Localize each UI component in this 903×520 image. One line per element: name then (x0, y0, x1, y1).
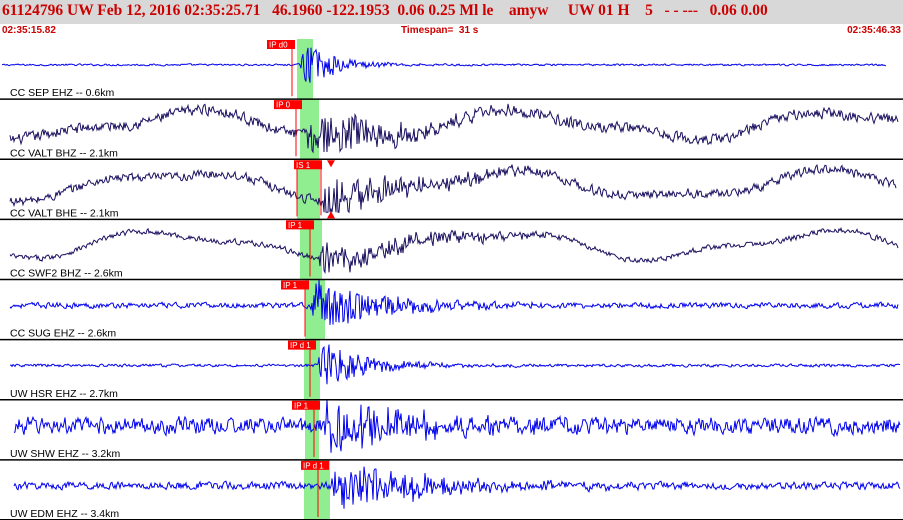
pick-window (300, 99, 319, 160)
pick-tag[interactable]: IS 1 (294, 160, 322, 170)
waveform-trace (13, 399, 901, 453)
station-label: CC VALT BHZ -- 2.1km (10, 147, 118, 159)
timespan-label: Timespan= 31 s (401, 25, 479, 36)
station-label: UW SHW EHZ -- 3.2km (10, 448, 120, 460)
pick-window (305, 399, 319, 460)
pick-tag[interactable]: IP d 1 (301, 460, 329, 471)
pick-window (304, 459, 330, 520)
waveform-trace (9, 164, 897, 214)
pick-tag[interactable]: IP 1 (286, 220, 314, 230)
waveform-trace (13, 466, 901, 509)
waveform-trace (9, 344, 901, 385)
waveform-trace (9, 279, 899, 325)
waveform-trace (9, 103, 899, 154)
station-label: UW EDM EHZ -- 3.4km (10, 508, 119, 520)
pick-label: IP 1 (294, 401, 309, 410)
pick-label: IP 0 (276, 101, 291, 110)
phase-picks[interactable]: IP d0 IP 0 IS 1 IP 1 IP 1 IP d 1 IP 1 IP d 1 (267, 40, 329, 517)
pick-tag[interactable]: IP d0 (267, 40, 295, 50)
pick-windows (297, 39, 330, 520)
start-time: 02:35:15.82 (2, 25, 56, 36)
pick-window (304, 339, 320, 400)
station-label: CC SWF2 BHZ -- 2.6km (10, 268, 123, 280)
waveform-trace (9, 226, 899, 274)
waveforms (1, 47, 901, 509)
pick-tag[interactable]: IP d 1 (288, 340, 316, 351)
pick-tag[interactable]: IP 1 (281, 280, 309, 291)
s-pick-top-triangle[interactable] (327, 160, 335, 168)
pick-window (297, 159, 320, 220)
time-range-bar: 02:35:15.82 Timespan= 31 s 02:35:46.33 (0, 24, 903, 39)
pick-label: IP 1 (288, 221, 303, 230)
waveform-trace (1, 47, 887, 83)
pick-window (297, 39, 313, 100)
s-pick-bottom-triangle[interactable] (327, 211, 335, 219)
s-pick-markers[interactable] (320, 160, 335, 219)
pick-label: IP d 1 (303, 461, 324, 470)
pick-tag[interactable]: IP 0 (274, 100, 302, 110)
pick-label: IS 1 (296, 161, 311, 170)
pick-label: IP d 1 (290, 341, 311, 350)
station-label: CC SEP EHZ -- 0.6km (10, 87, 114, 99)
pick-window (300, 219, 322, 280)
station-label: CC SUG EHZ -- 2.6km (10, 328, 116, 340)
station-labels: CC SEP EHZ -- 0.6km CC VALT BHZ -- 2.1km C… (10, 87, 123, 520)
seismogram-panel[interactable]: IP d0 IP 0 IS 1 IP 1 IP 1 IP d 1 IP 1 IP d 1 CC … (0, 39, 903, 520)
station-label: UW HSR EHZ -- 2.7km (10, 388, 118, 400)
station-label: CC VALT BHE -- 2.1km (10, 207, 119, 219)
event-summary-line: 61124796 UW Feb 12, 2016 02:35:25.71 46.… (2, 2, 768, 19)
pick-label: IP d0 (269, 41, 288, 50)
event-header: 61124796 UW Feb 12, 2016 02:35:25.71 46.… (0, 0, 903, 24)
pick-label: IP 1 (283, 281, 298, 290)
end-time: 02:35:46.33 (847, 25, 901, 36)
pick-tag[interactable]: IP 1 (292, 400, 320, 411)
